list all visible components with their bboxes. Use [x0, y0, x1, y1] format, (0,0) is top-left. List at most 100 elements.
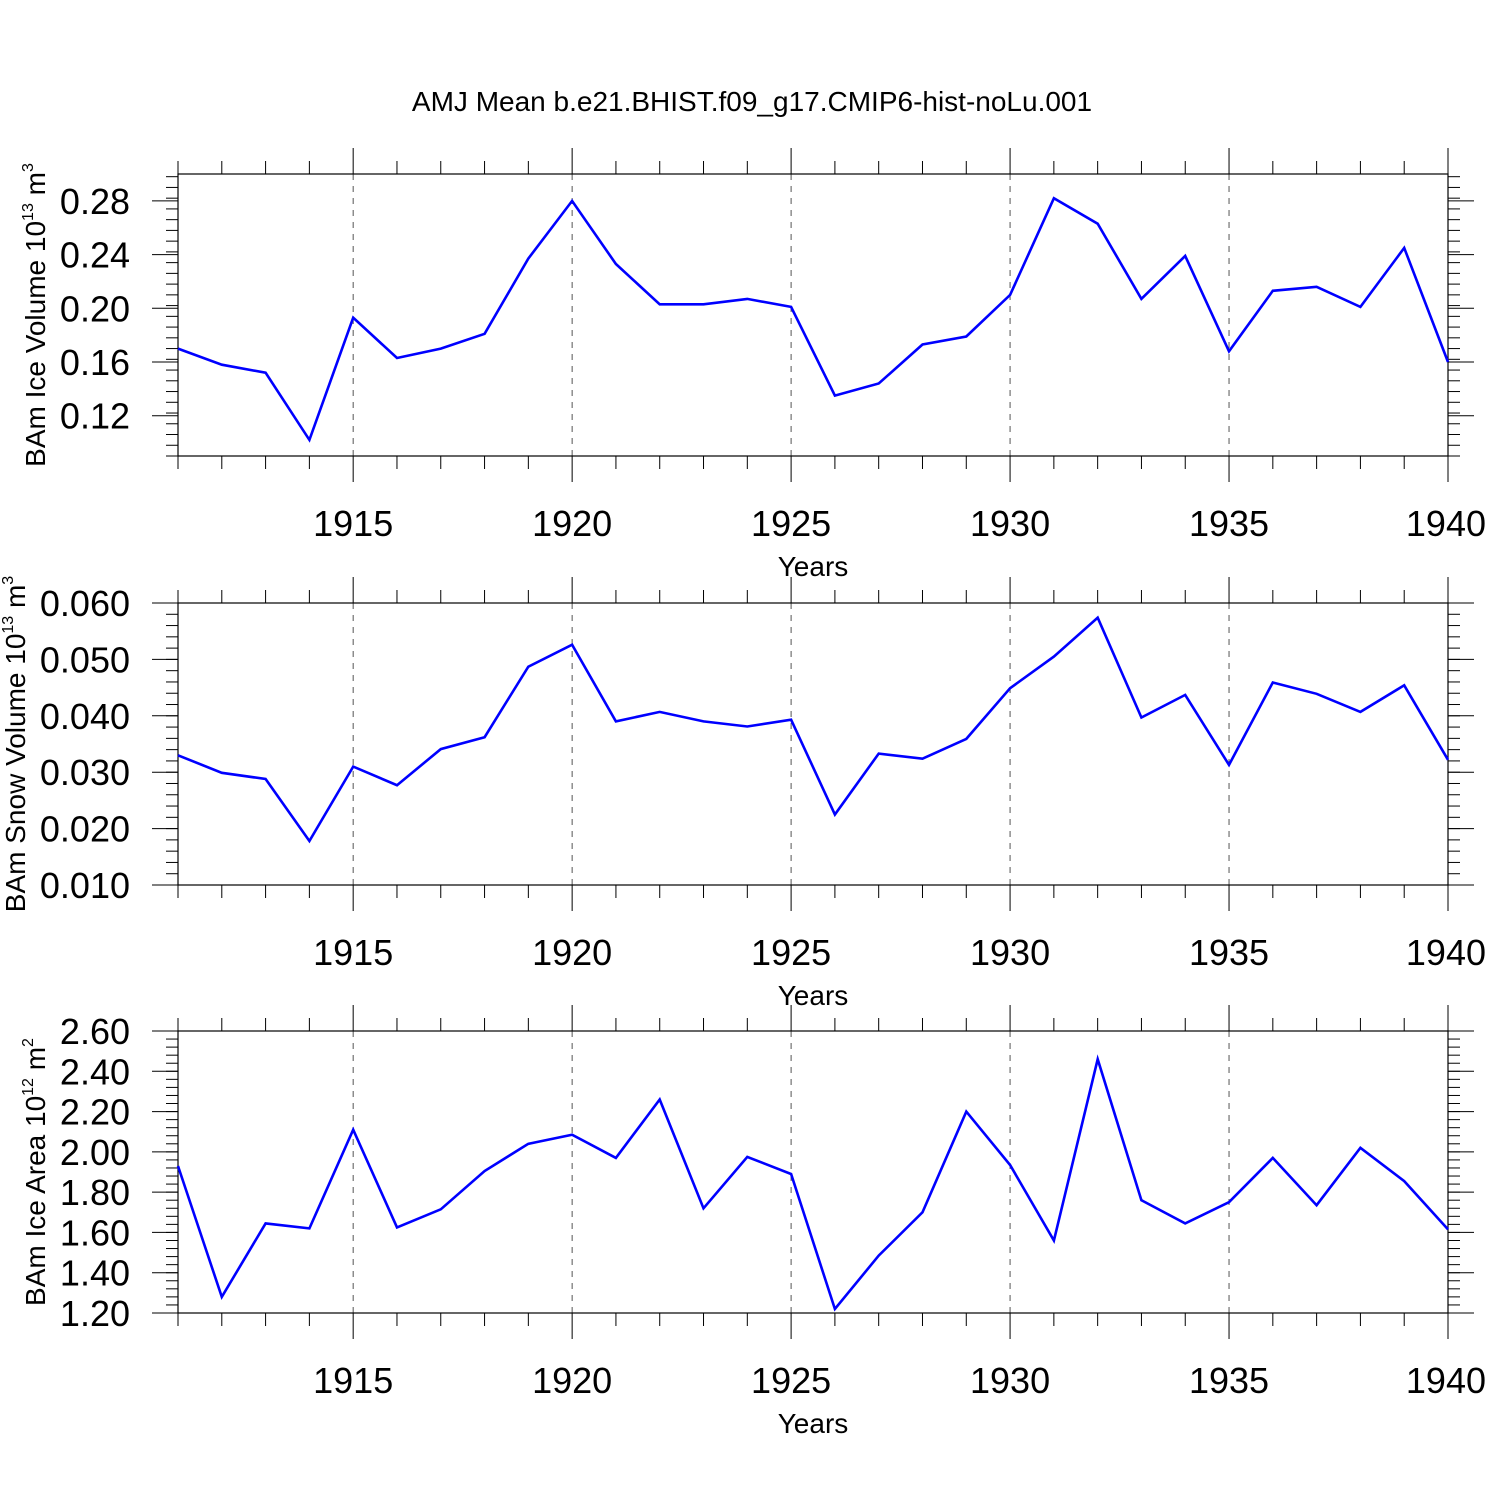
data-point [614, 719, 618, 723]
x-tick-label: 1930 [970, 932, 1050, 973]
data-point [351, 1128, 355, 1132]
x-tick-label: 1940 [1406, 1360, 1486, 1401]
data-point [307, 1226, 311, 1230]
x-tick-label: 1925 [751, 932, 831, 973]
data-point [1008, 686, 1012, 690]
data-point [483, 735, 487, 739]
data-point [1402, 683, 1406, 687]
data-point [176, 753, 180, 757]
data-point [789, 718, 793, 722]
data-point [920, 757, 924, 761]
data-point [264, 371, 268, 375]
data-point [483, 1169, 487, 1173]
data-point [526, 665, 530, 669]
y-tick-label: 2.60 [60, 1011, 130, 1052]
x-tick-label: 1935 [1189, 1360, 1269, 1401]
data-point [1315, 1203, 1319, 1207]
x-tick-label: 1920 [532, 932, 612, 973]
data-point [351, 765, 355, 769]
data-point [1096, 222, 1100, 226]
data-point [789, 305, 793, 309]
data-point [702, 1206, 706, 1210]
plot-frame [177, 602, 1449, 886]
x-tick-label: 1940 [1406, 932, 1486, 973]
y-tick-label: 2.20 [60, 1092, 130, 1133]
y-tick-label: 1.20 [60, 1293, 130, 1334]
data-point [1315, 285, 1319, 289]
data-point [1227, 1200, 1231, 1204]
data-point [1402, 1179, 1406, 1183]
data-point [1008, 1163, 1012, 1167]
data-point [1052, 196, 1056, 200]
data-point [920, 1210, 924, 1214]
data-point [877, 1254, 881, 1258]
series-line [177, 615, 1450, 844]
y-tick-label: 1.80 [60, 1172, 130, 1213]
x-tick-label: 1920 [532, 1360, 612, 1401]
data-point [1227, 763, 1231, 767]
data-point [1358, 305, 1362, 309]
data-point [570, 643, 574, 647]
data-point [1271, 1156, 1275, 1160]
data-point [439, 1207, 443, 1211]
chart-panel-2: 0.010 0.020 0.030 0.040 0.050 0.060 1915 1920 19… [0, 576, 1486, 1011]
x-tick-label: 1915 [313, 1360, 393, 1401]
data-point [220, 1295, 224, 1299]
plot-frame [177, 1030, 1449, 1314]
data-point [1139, 1198, 1143, 1202]
data-point [439, 747, 443, 751]
data-point [1315, 692, 1319, 696]
y-tick-label: 0.20 [60, 288, 130, 329]
x-tick-label: 1920 [532, 503, 612, 544]
y-tick-label: 0.12 [60, 396, 130, 437]
data-point [570, 1133, 574, 1137]
data-point [1183, 254, 1187, 258]
data-point [833, 813, 837, 817]
chart-panel-3: 1.201.401.601.802.002.202.402.60 1915 1920… [20, 1005, 1486, 1439]
data-point [745, 297, 749, 301]
data-point [1227, 349, 1231, 353]
data-point [220, 363, 224, 367]
data-point [833, 394, 837, 398]
data-point [614, 262, 618, 266]
data-point [264, 1221, 268, 1225]
data-point [964, 737, 968, 741]
data-point [1052, 655, 1056, 659]
data-point [483, 332, 487, 336]
y-axis-title: BAm Ice Area 1012 m2 [20, 1038, 51, 1306]
y-tick-label: 2.40 [60, 1051, 130, 1092]
data-point [395, 783, 399, 787]
x-axis-title: Years [778, 1408, 849, 1439]
x-axis-title: Years [778, 980, 849, 1011]
x-axis-title: Years [778, 551, 849, 582]
data-point [877, 381, 881, 385]
data-point [745, 1155, 749, 1159]
y-axis-title: BAm Ice Volume 1013 m3 [20, 163, 51, 467]
y-tick-label: 0.050 [40, 639, 130, 680]
data-point [176, 347, 180, 351]
x-tick-label: 1930 [970, 503, 1050, 544]
data-point [220, 771, 224, 775]
data-point [658, 1097, 662, 1101]
plot-frame [177, 173, 1449, 457]
data-point [1052, 1238, 1056, 1242]
data-point [833, 1307, 837, 1311]
data-point [526, 257, 530, 261]
y-tick-label: 0.020 [40, 809, 130, 850]
data-point [1402, 246, 1406, 250]
data-point [1271, 289, 1275, 293]
data-point [1446, 360, 1450, 364]
data-point [570, 199, 574, 203]
data-point [1183, 1221, 1187, 1225]
data-point [745, 725, 749, 729]
data-point [1358, 710, 1362, 714]
y-tick-label: 0.040 [40, 696, 130, 737]
y-tick-label: 0.060 [40, 583, 130, 624]
data-point [1139, 297, 1143, 301]
data-point [526, 1142, 530, 1146]
x-tick-label: 1930 [970, 1360, 1050, 1401]
data-point [658, 302, 662, 306]
data-point [264, 777, 268, 781]
chart-panel-1: 0.12 0.16 0.20 0.24 0.28 1915 1920 1925 1930 1935… [20, 148, 1486, 582]
y-tick-label: 2.00 [60, 1132, 130, 1173]
